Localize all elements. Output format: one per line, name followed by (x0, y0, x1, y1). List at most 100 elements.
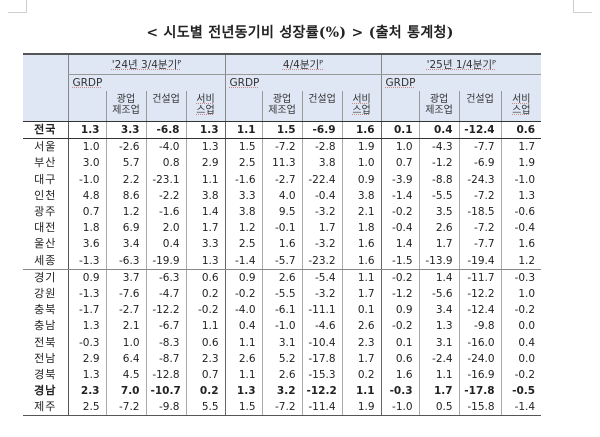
growth-value: -13.9 (418, 252, 460, 270)
growth-value: 2.0 (145, 220, 186, 237)
growth-value: 1.1 (224, 366, 263, 383)
growth-value: -0.1 (261, 220, 303, 237)
region-name: 울산 (23, 236, 69, 253)
growth-value: -4.7 (145, 285, 186, 303)
region-name: 대구 (23, 171, 69, 188)
growth-value: -6.3 (145, 269, 186, 286)
growth-value: -0.2 (380, 203, 420, 221)
growth-value: 0.9 (380, 302, 420, 319)
grdp-total-subheader (380, 91, 420, 122)
growth-value: -10.7 (145, 383, 186, 400)
region-name: 전북 (23, 334, 69, 351)
growth-value: -2.6 (105, 138, 146, 156)
sector-label: 서비 (512, 94, 531, 105)
growth-value: 0.2 (185, 285, 226, 303)
growth-value: 1.3 (185, 121, 226, 140)
growth-value: 2.3 (67, 383, 106, 400)
growth-value: -0.2 (185, 302, 226, 319)
growth-value: 0.5 (418, 399, 460, 417)
sector-header-construction: 건설업 (145, 91, 186, 122)
table-row: 경남 2.3 7.0 -10.7 0.2 1.3 3.2 -12.2 1.1 -0.3 1.7 -17… (23, 383, 542, 400)
growth-value: 2.1 (105, 318, 146, 335)
growth-value: 6.9 (105, 220, 146, 237)
growth-value: 0.2 (341, 366, 382, 383)
table-row: 대구 -1.0 2.2 -23.1 1.1 -1.6 -2.7 -22.4 0.9 -3.9 -8.… (23, 171, 542, 188)
growth-value: 1.4 (418, 269, 460, 286)
growth-value: 1.3 (185, 252, 226, 270)
growth-value: -7.2 (261, 138, 303, 156)
growth-value: -12.2 (301, 383, 343, 400)
growth-value: 1.6 (341, 252, 382, 270)
region-name: 대전 (23, 220, 69, 237)
table-row: 경기 0.9 3.7 -6.3 0.6 0.9 2.6 -5.4 1.1 -0.2 1.4 -11.7… (23, 269, 542, 286)
table-row: 제주 2.5 -7.2 -9.8 5.5 1.5 -7.2 -11.4 1.9 -1.0 0.5 -1… (23, 399, 542, 417)
growth-value: 1.6 (261, 236, 303, 253)
growth-value: 1.1 (418, 366, 460, 383)
growth-value: -7.6 (105, 285, 146, 303)
growth-value: 0.6 (185, 334, 226, 351)
growth-value: -0.4 (380, 220, 420, 237)
growth-value: 3.0 (67, 155, 106, 172)
growth-value: 1.6 (500, 236, 542, 253)
growth-value: 4.5 (105, 366, 146, 383)
grdp-header: GRDP (224, 74, 382, 91)
sector-label: 스업 (512, 105, 531, 116)
growth-value: -6.9 (458, 155, 502, 172)
growth-value: 1.9 (341, 138, 382, 156)
grdp-total-subheader (224, 91, 263, 122)
growth-value: -1.0 (67, 171, 106, 188)
growth-value: -4.0 (224, 302, 263, 319)
sector-header-services: 서비 스업 (341, 91, 382, 122)
region-name: 충남 (23, 318, 69, 335)
growth-value: -1.2 (418, 155, 460, 172)
growth-value: 1.1 (341, 269, 382, 286)
growth-value: -17.8 (458, 383, 502, 400)
growth-value: 2.6 (341, 318, 382, 335)
growth-value: -0.2 (500, 366, 542, 383)
sector-label: 서비 (196, 94, 215, 105)
table-body: 전국 1.3 3.3 -6.8 1.3 1.1 1.5 -6.9 1.6 0.1 0.4 -12.4 0… (23, 121, 542, 417)
table-row: 서울 1.0 -2.6 -4.0 1.3 1.5 -7.2 -2.8 1.9 1.0 -4.3 -7.… (23, 138, 542, 156)
growth-value: 0.0 (500, 350, 542, 367)
region-name: 전남 (23, 350, 69, 367)
growth-value: 2.6 (418, 220, 460, 237)
region-name: 경남 (23, 383, 69, 400)
growth-value: 1.3 (418, 318, 460, 335)
growth-value: -3.2 (301, 285, 343, 303)
growth-value: -1.3 (67, 252, 106, 270)
region-name: 세종 (23, 252, 69, 270)
growth-rate-table: '24년 3/4분기ᴾ 4/4분기ᴾ '25년 1/4분기ᴾ GRDP GRDP… (23, 53, 542, 417)
growth-value: 3.4 (418, 302, 460, 319)
growth-value: 2.6 (261, 366, 303, 383)
growth-value: -1.3 (67, 285, 106, 303)
growth-value: 1.3 (224, 383, 263, 400)
growth-value: 2.9 (67, 350, 106, 367)
growth-value: -12.8 (145, 366, 186, 383)
table-row: 경북 1.3 4.5 -12.8 0.7 1.1 2.6 -15.3 0.2 1.6 1.1 -16.… (23, 366, 542, 383)
region-name: 인천 (23, 187, 69, 204)
grdp-total-subheader (67, 91, 106, 122)
growth-value: 1.7 (301, 220, 343, 237)
growth-value: -24.0 (458, 350, 502, 367)
page-corner-mark (8, 0, 27, 13)
growth-value: -4.3 (418, 138, 460, 156)
growth-value: -6.1 (261, 302, 303, 319)
growth-value: -3.2 (301, 203, 343, 221)
growth-value: -0.5 (500, 383, 542, 400)
growth-value: 2.5 (224, 236, 263, 253)
growth-value: 6.4 (105, 350, 146, 367)
growth-value: -5.5 (418, 187, 460, 204)
growth-value: -1.4 (500, 399, 542, 417)
growth-value: -0.3 (500, 269, 542, 286)
growth-value: -6.8 (145, 121, 186, 140)
growth-value: -19.9 (145, 252, 186, 270)
growth-value: -12.4 (458, 302, 502, 319)
growth-value: -0.2 (500, 302, 542, 319)
growth-value: -1.4 (380, 187, 420, 204)
growth-value: 2.3 (341, 334, 382, 351)
growth-value: 1.4 (380, 236, 420, 253)
growth-value: -3.9 (380, 171, 420, 188)
growth-value: 3.8 (185, 187, 226, 204)
table-row: 전남 2.9 6.4 -8.7 2.3 2.6 5.2 -17.8 1.7 0.6 -2.4 -24.… (23, 350, 542, 367)
growth-value: -10.4 (301, 334, 343, 351)
